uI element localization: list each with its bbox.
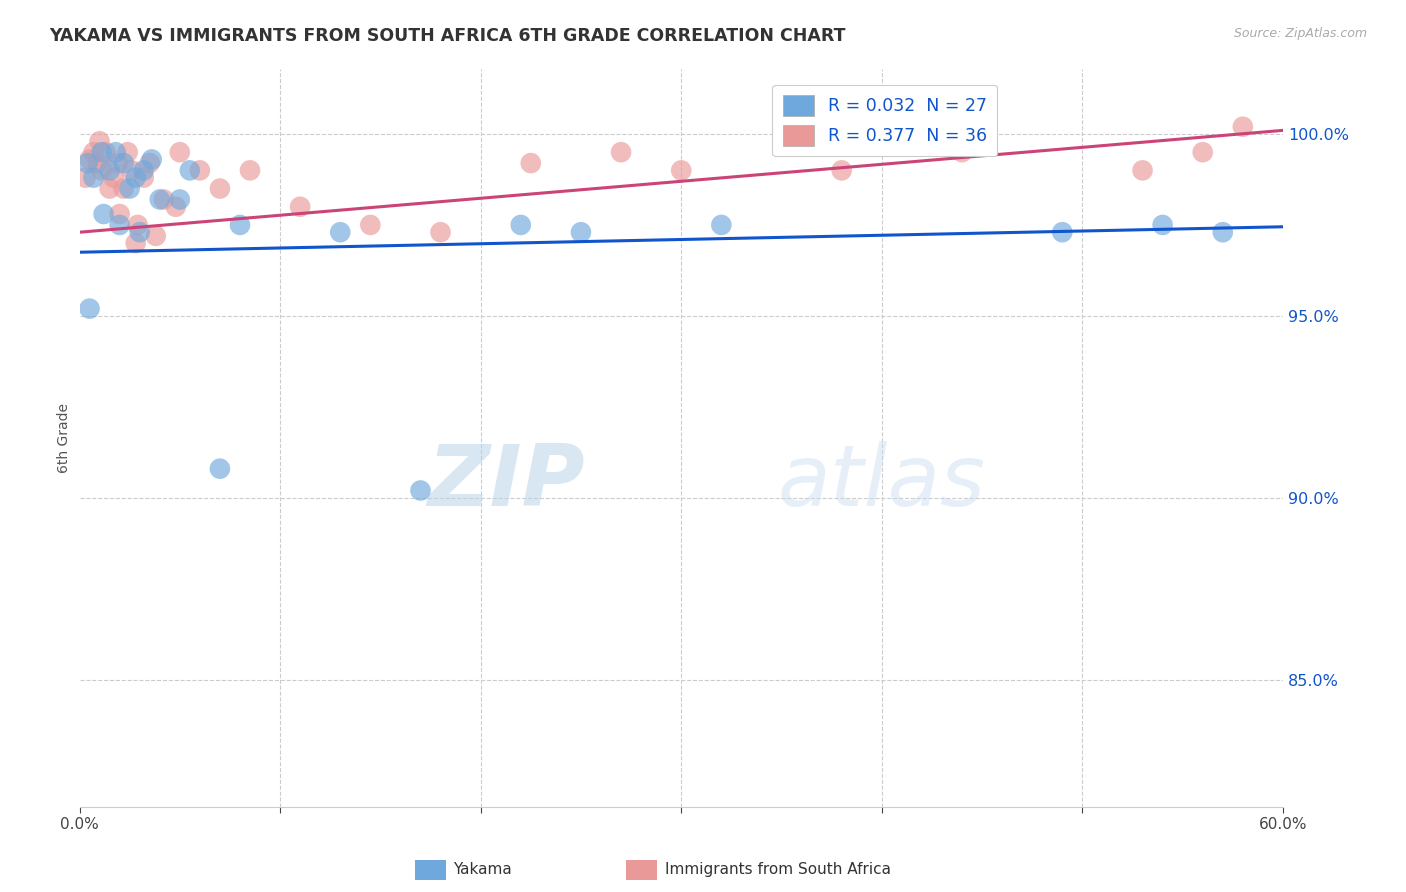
Point: [569, 225, 592, 239]
Point: [671, 163, 693, 178]
Point: [98, 163, 121, 178]
Point: [1212, 225, 1234, 239]
Text: Yakama: Yakama: [453, 863, 512, 877]
Point: [83, 170, 105, 185]
Point: [75, 170, 97, 185]
Point: [610, 145, 633, 160]
Point: [1191, 145, 1213, 160]
Point: [124, 170, 146, 185]
Text: YAKAMA VS IMMIGRANTS FROM SOUTH AFRICA 6TH GRADE CORRELATION CHART: YAKAMA VS IMMIGRANTS FROM SOUTH AFRICA 6…: [49, 27, 846, 45]
Point: [98, 181, 121, 195]
Text: atlas: atlas: [778, 441, 986, 524]
Point: [118, 181, 141, 195]
Point: [89, 134, 111, 148]
Point: [127, 218, 149, 232]
Point: [520, 156, 543, 170]
Point: [121, 163, 143, 178]
Point: [1232, 120, 1254, 134]
Point: [429, 225, 451, 239]
Point: [831, 163, 853, 178]
Text: Immigrants from South Africa: Immigrants from South Africa: [665, 863, 891, 877]
Point: [93, 207, 115, 221]
Point: [107, 156, 129, 170]
Point: [409, 483, 432, 498]
Point: [76, 156, 98, 170]
Text: Source: ZipAtlas.com: Source: ZipAtlas.com: [1233, 27, 1367, 40]
Point: [128, 225, 150, 239]
Point: [79, 301, 101, 316]
Point: [94, 145, 117, 160]
Point: [149, 193, 172, 207]
Text: ZIP: ZIP: [427, 441, 585, 524]
Point: [329, 225, 352, 239]
Point: [509, 218, 531, 232]
Point: [83, 145, 105, 160]
Legend: R = 0.032  N = 27, R = 0.377  N = 36: R = 0.032 N = 27, R = 0.377 N = 36: [772, 85, 997, 156]
Y-axis label: 6th Grade: 6th Grade: [58, 403, 72, 473]
Point: [90, 163, 112, 178]
Point: [169, 193, 191, 207]
Point: [359, 218, 381, 232]
Point: [1132, 163, 1154, 178]
Point: [179, 163, 201, 178]
Point: [710, 218, 733, 232]
Point: [90, 145, 112, 160]
Point: [112, 181, 135, 195]
Point: [229, 218, 252, 232]
Point: [124, 236, 146, 251]
Point: [86, 156, 108, 170]
Point: [188, 163, 211, 178]
Point: [79, 153, 101, 167]
Point: [950, 145, 973, 160]
Point: [145, 228, 167, 243]
Point: [141, 153, 163, 167]
Point: [1052, 225, 1074, 239]
Point: [239, 163, 262, 178]
Point: [165, 200, 187, 214]
Point: [138, 156, 160, 170]
Point: [288, 200, 311, 214]
Point: [108, 218, 131, 232]
Point: [208, 181, 231, 195]
Point: [152, 193, 174, 207]
Point: [169, 145, 191, 160]
Point: [132, 163, 155, 178]
Point: [117, 145, 139, 160]
Point: [1152, 218, 1174, 232]
Point: [108, 207, 131, 221]
Point: [103, 170, 125, 185]
Point: [132, 170, 155, 185]
Point: [112, 156, 135, 170]
Point: [104, 145, 127, 160]
Point: [208, 461, 231, 475]
